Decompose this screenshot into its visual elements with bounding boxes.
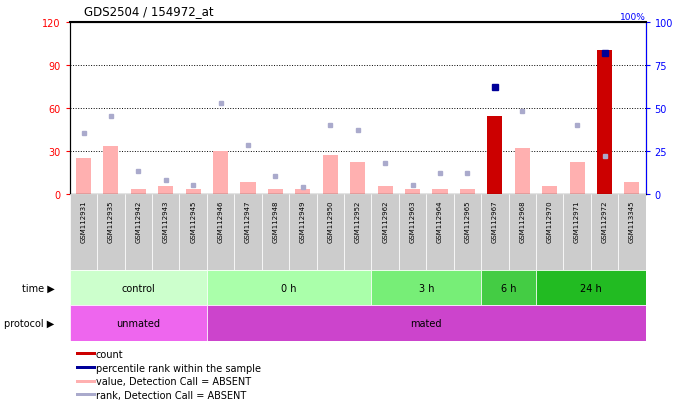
Bar: [125, 194, 152, 271]
Bar: [460, 190, 475, 194]
Bar: [591, 194, 618, 271]
Bar: [268, 190, 283, 194]
Text: 100%: 100%: [620, 13, 646, 22]
Bar: [158, 187, 173, 194]
Text: GSM112952: GSM112952: [355, 200, 361, 242]
Text: GSM112963: GSM112963: [410, 200, 415, 243]
Text: GSM112964: GSM112964: [437, 200, 443, 242]
Bar: [536, 271, 646, 306]
Bar: [186, 190, 201, 194]
Text: GDS2504 / 154972_at: GDS2504 / 154972_at: [84, 5, 214, 17]
Text: GSM112970: GSM112970: [547, 200, 553, 243]
Text: GSM113345: GSM113345: [629, 200, 635, 242]
Bar: [625, 183, 639, 194]
Bar: [289, 194, 317, 271]
Bar: [262, 194, 289, 271]
Bar: [344, 194, 371, 271]
Text: GSM112948: GSM112948: [272, 200, 279, 242]
Text: protocol ▶: protocol ▶: [4, 318, 54, 328]
Bar: [179, 194, 207, 271]
Text: GSM112971: GSM112971: [574, 200, 580, 243]
Text: value, Detection Call = ABSENT: value, Detection Call = ABSENT: [96, 377, 251, 387]
Bar: [131, 190, 146, 194]
Text: 0 h: 0 h: [281, 283, 297, 293]
Bar: [454, 194, 481, 271]
Text: GSM112972: GSM112972: [602, 200, 607, 242]
Bar: [487, 117, 503, 194]
Bar: [207, 271, 371, 306]
Text: 3 h: 3 h: [419, 283, 434, 293]
Bar: [514, 148, 530, 194]
Bar: [295, 190, 311, 194]
Bar: [570, 163, 585, 194]
Bar: [426, 194, 454, 271]
Bar: [70, 271, 207, 306]
Bar: [75, 380, 96, 383]
Text: GSM112967: GSM112967: [492, 200, 498, 243]
Bar: [70, 194, 97, 271]
Bar: [399, 194, 426, 271]
Bar: [235, 194, 262, 271]
Bar: [481, 271, 536, 306]
Bar: [152, 194, 179, 271]
Bar: [509, 194, 536, 271]
Text: control: control: [121, 283, 155, 293]
Bar: [618, 194, 646, 271]
Bar: [433, 190, 447, 194]
Bar: [241, 183, 255, 194]
Text: rank, Detection Call = ABSENT: rank, Detection Call = ABSENT: [96, 389, 246, 400]
Text: GSM112945: GSM112945: [190, 200, 196, 242]
Text: mated: mated: [410, 318, 442, 328]
Text: GSM112942: GSM112942: [135, 200, 142, 242]
Bar: [70, 306, 207, 341]
Text: time ▶: time ▶: [22, 283, 54, 293]
Text: unmated: unmated: [117, 318, 161, 328]
Bar: [563, 194, 591, 271]
Bar: [75, 366, 96, 369]
Text: GSM112965: GSM112965: [464, 200, 470, 242]
Bar: [536, 194, 563, 271]
Bar: [597, 51, 612, 194]
Bar: [542, 187, 557, 194]
Bar: [207, 306, 646, 341]
Text: percentile rank within the sample: percentile rank within the sample: [96, 363, 261, 373]
Bar: [76, 159, 91, 194]
Text: GSM112931: GSM112931: [80, 200, 87, 243]
Bar: [350, 163, 365, 194]
Bar: [97, 194, 125, 271]
Text: GSM112968: GSM112968: [519, 200, 526, 243]
Bar: [371, 194, 399, 271]
Text: GSM112950: GSM112950: [327, 200, 334, 242]
Bar: [487, 117, 503, 194]
Bar: [317, 194, 344, 271]
Bar: [322, 156, 338, 194]
Text: 24 h: 24 h: [580, 283, 602, 293]
Text: count: count: [96, 349, 124, 359]
Text: 6 h: 6 h: [500, 283, 517, 293]
Bar: [213, 151, 228, 194]
Bar: [481, 194, 509, 271]
Bar: [75, 352, 96, 355]
Bar: [207, 194, 235, 271]
Bar: [103, 147, 119, 194]
Text: GSM112943: GSM112943: [163, 200, 169, 242]
Text: GSM112935: GSM112935: [108, 200, 114, 242]
Text: GSM112949: GSM112949: [300, 200, 306, 242]
Text: GSM112946: GSM112946: [218, 200, 223, 242]
Bar: [378, 187, 393, 194]
Bar: [597, 51, 612, 194]
Text: GSM112947: GSM112947: [245, 200, 251, 242]
Bar: [371, 271, 481, 306]
Text: GSM112962: GSM112962: [382, 200, 388, 242]
Bar: [75, 393, 96, 396]
Bar: [405, 190, 420, 194]
